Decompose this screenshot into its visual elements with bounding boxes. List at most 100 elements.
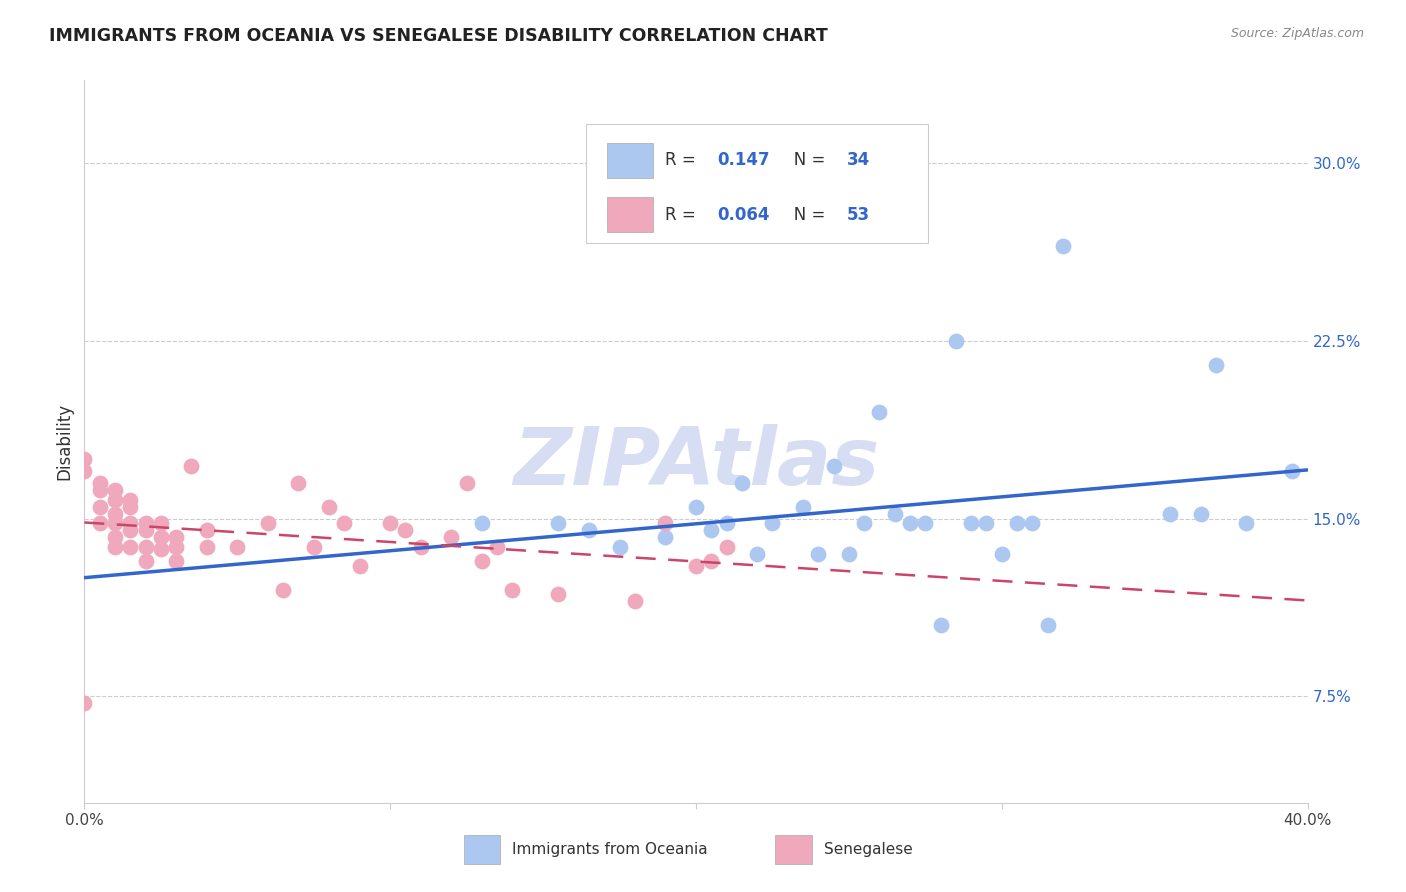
Point <box>149 531 172 545</box>
Point <box>73 464 96 478</box>
Text: R =: R = <box>665 152 707 169</box>
Point <box>104 492 127 507</box>
Point <box>486 540 509 554</box>
Text: N =: N = <box>778 152 831 169</box>
Point <box>120 500 142 514</box>
Text: Senegalese: Senegalese <box>824 842 912 857</box>
Point <box>195 540 218 554</box>
Point <box>120 492 142 507</box>
FancyBboxPatch shape <box>776 835 813 864</box>
Point <box>104 483 127 497</box>
Text: 0.064: 0.064 <box>717 206 769 224</box>
Point <box>73 452 96 467</box>
Point <box>716 516 738 531</box>
Point <box>547 587 569 601</box>
Point <box>120 524 142 538</box>
Point <box>471 516 494 531</box>
Point <box>287 475 309 490</box>
FancyBboxPatch shape <box>606 197 654 232</box>
Point <box>120 540 142 554</box>
Point <box>135 540 157 554</box>
Point <box>165 531 187 545</box>
FancyBboxPatch shape <box>606 143 654 178</box>
Point <box>471 554 494 568</box>
Point <box>73 696 96 710</box>
Text: R =: R = <box>665 206 707 224</box>
Text: N =: N = <box>778 206 831 224</box>
Text: Source: ZipAtlas.com: Source: ZipAtlas.com <box>1230 27 1364 40</box>
Point <box>898 516 921 531</box>
Point <box>929 618 952 632</box>
Point <box>685 500 707 514</box>
Point <box>792 500 814 514</box>
Point <box>654 516 676 531</box>
Point <box>271 582 294 597</box>
Point <box>823 459 845 474</box>
Point <box>731 475 754 490</box>
Point <box>257 516 280 531</box>
Point <box>409 540 432 554</box>
Point <box>1281 464 1303 478</box>
Point <box>89 475 111 490</box>
Text: 34: 34 <box>846 152 870 169</box>
Point <box>747 547 769 561</box>
Point <box>1005 516 1028 531</box>
Point <box>761 516 783 531</box>
Point <box>456 475 478 490</box>
Point <box>226 540 249 554</box>
Point <box>318 500 340 514</box>
Point <box>195 524 218 538</box>
Point <box>609 540 631 554</box>
Point <box>945 334 967 348</box>
Text: 53: 53 <box>846 206 869 224</box>
Point <box>700 524 723 538</box>
Point <box>333 516 356 531</box>
Point <box>853 516 876 531</box>
Point <box>1189 507 1212 521</box>
Point <box>716 540 738 554</box>
Point <box>960 516 983 531</box>
Point <box>991 547 1014 561</box>
FancyBboxPatch shape <box>586 124 928 243</box>
Point <box>349 558 371 573</box>
Text: ZIPAtlas: ZIPAtlas <box>513 425 879 502</box>
Point <box>302 540 325 554</box>
Text: 0.147: 0.147 <box>717 152 769 169</box>
Point <box>165 540 187 554</box>
Point <box>440 531 463 545</box>
Point <box>104 516 127 531</box>
Point <box>135 524 157 538</box>
Text: Immigrants from Oceania: Immigrants from Oceania <box>513 842 709 857</box>
Point <box>89 516 111 531</box>
Point <box>883 507 905 521</box>
Point <box>976 516 998 531</box>
Text: IMMIGRANTS FROM OCEANIA VS SENEGALESE DISABILITY CORRELATION CHART: IMMIGRANTS FROM OCEANIA VS SENEGALESE DI… <box>49 27 828 45</box>
Point <box>502 582 524 597</box>
Point <box>1205 358 1227 372</box>
Point <box>807 547 830 561</box>
Point <box>104 507 127 521</box>
Point <box>180 459 202 474</box>
Point <box>654 531 676 545</box>
Point <box>624 594 647 608</box>
Point <box>685 558 707 573</box>
Point <box>165 554 187 568</box>
Point <box>700 554 723 568</box>
Point <box>547 516 569 531</box>
Point <box>578 524 600 538</box>
FancyBboxPatch shape <box>464 835 501 864</box>
Point <box>149 516 172 531</box>
Point <box>869 405 891 419</box>
Point <box>394 524 416 538</box>
Point <box>380 516 402 531</box>
Y-axis label: Disability: Disability <box>55 403 73 480</box>
Point <box>1159 507 1181 521</box>
Point <box>1036 618 1059 632</box>
Point <box>89 483 111 497</box>
Point <box>914 516 936 531</box>
Point <box>1021 516 1043 531</box>
Point <box>135 554 157 568</box>
Point <box>89 500 111 514</box>
Point <box>1236 516 1258 531</box>
Point <box>838 547 860 561</box>
